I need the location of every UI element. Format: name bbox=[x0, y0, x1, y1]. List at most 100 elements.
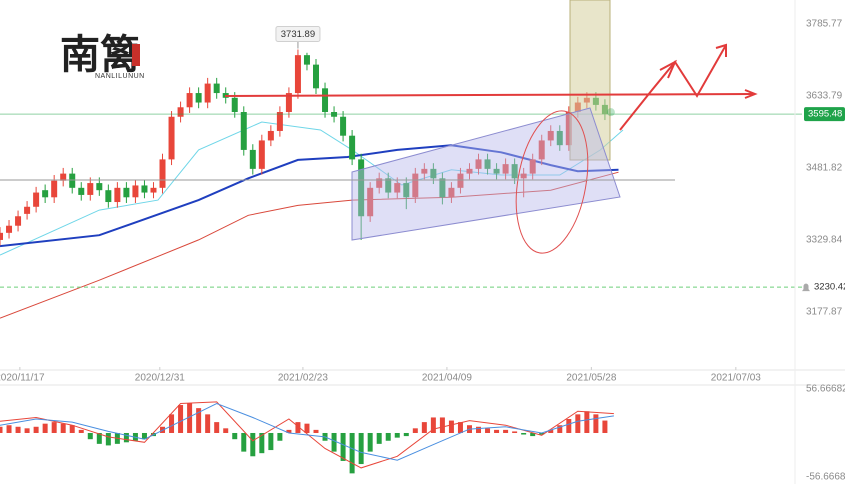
arrow-head bbox=[715, 43, 727, 57]
candle-body bbox=[358, 159, 365, 217]
candle-body bbox=[340, 116, 347, 136]
macd-bar bbox=[439, 417, 445, 433]
candle-body bbox=[430, 168, 437, 179]
macd-bar bbox=[412, 428, 418, 433]
candle-body bbox=[96, 183, 103, 191]
macd-bar bbox=[295, 422, 301, 433]
candle-body bbox=[529, 159, 536, 174]
candle-body bbox=[87, 183, 94, 195]
candle-body bbox=[150, 187, 157, 193]
macd-bar bbox=[503, 429, 509, 433]
macd-bar bbox=[141, 432, 147, 440]
indicator-line bbox=[0, 401, 614, 469]
candle-body bbox=[448, 187, 455, 198]
candle-body bbox=[177, 107, 184, 117]
macd-bar bbox=[69, 425, 75, 433]
y-tick-label: -56.66682 bbox=[806, 472, 845, 483]
macd-bar bbox=[96, 432, 102, 444]
candle-body bbox=[457, 173, 464, 188]
candle-body bbox=[0, 232, 3, 240]
candle-body bbox=[475, 159, 482, 169]
macd-bar bbox=[349, 432, 355, 474]
layers bbox=[0, 49, 802, 474]
macd-bar bbox=[277, 432, 283, 441]
macd-bar bbox=[259, 432, 265, 454]
indicator-line bbox=[0, 171, 619, 319]
candle-body bbox=[385, 178, 392, 193]
candle-body bbox=[349, 135, 356, 160]
macd-bar bbox=[340, 432, 346, 461]
candle-body bbox=[51, 180, 58, 198]
macd-bar bbox=[0, 426, 3, 433]
candle-body bbox=[322, 88, 329, 113]
macd-bar bbox=[566, 419, 572, 433]
macd-bar bbox=[521, 432, 527, 435]
macd-bar bbox=[457, 422, 463, 433]
macd-bar bbox=[268, 432, 274, 451]
candle-body bbox=[394, 183, 401, 193]
candle-body bbox=[141, 185, 148, 193]
candle-body bbox=[538, 140, 545, 160]
alert-label: 3230.42 bbox=[814, 282, 845, 293]
logo-mark: 南篱 bbox=[60, 31, 140, 78]
macd-bar bbox=[87, 432, 93, 440]
macd-bar bbox=[286, 429, 292, 433]
macd-bar bbox=[105, 432, 111, 446]
candle-body bbox=[493, 168, 500, 174]
macd-bar bbox=[358, 432, 364, 465]
alert-bell bbox=[802, 283, 810, 292]
seal bbox=[132, 44, 140, 66]
candle-body bbox=[466, 168, 473, 174]
circle-mark bbox=[515, 110, 589, 254]
x-tick-label: 2021/04/09 bbox=[422, 373, 472, 384]
candle-body bbox=[195, 93, 202, 103]
candle-body bbox=[24, 206, 31, 214]
macd-bar bbox=[241, 432, 247, 452]
candle-body bbox=[123, 187, 130, 198]
x-tick-label: 2021/02/23 bbox=[278, 373, 328, 384]
macd-bar bbox=[169, 414, 175, 433]
candle-body bbox=[186, 93, 193, 108]
macd-bar bbox=[476, 426, 482, 433]
macd-bar bbox=[15, 426, 21, 433]
indicator-line bbox=[0, 402, 614, 461]
candle-body bbox=[213, 83, 220, 94]
y-tick-label: 3633.79 bbox=[806, 91, 843, 102]
macd-bar bbox=[394, 432, 400, 438]
macd-bar bbox=[403, 432, 409, 437]
macd-bar bbox=[448, 420, 454, 433]
x-tick-label: 2020/11/17 bbox=[0, 373, 45, 384]
candle-body bbox=[240, 112, 247, 150]
candle-body bbox=[6, 225, 13, 233]
logo-subtitle: NANLILUNUN bbox=[95, 73, 145, 80]
macd-bar bbox=[304, 423, 310, 433]
macd-bar bbox=[485, 428, 491, 433]
candle-body bbox=[313, 64, 319, 89]
candle-body bbox=[105, 190, 112, 203]
candle-body bbox=[33, 192, 40, 207]
macd-bar bbox=[376, 432, 382, 444]
candle-body bbox=[42, 190, 49, 198]
candle-body bbox=[285, 93, 292, 113]
macd-bar bbox=[430, 417, 436, 433]
candle-body bbox=[439, 178, 446, 198]
macd-bar bbox=[539, 432, 545, 435]
macd-bar bbox=[232, 432, 238, 440]
channel bbox=[351, 107, 621, 241]
macd-bar bbox=[557, 425, 563, 433]
candle-body bbox=[249, 149, 256, 169]
y-tick-label: 3329.84 bbox=[806, 235, 843, 246]
candle-body bbox=[511, 164, 518, 179]
candle-body bbox=[168, 116, 175, 160]
macd-bar bbox=[78, 429, 84, 433]
candle-body bbox=[267, 130, 274, 141]
logo: 南篱 NANLILUNUN bbox=[60, 31, 145, 80]
candle-body bbox=[69, 173, 76, 188]
candle-body bbox=[421, 168, 428, 174]
macd-bar bbox=[494, 429, 500, 433]
macd-bar bbox=[593, 414, 599, 433]
macd-bar bbox=[6, 425, 12, 433]
macd-bar bbox=[602, 420, 608, 433]
macd-bar bbox=[575, 414, 581, 433]
